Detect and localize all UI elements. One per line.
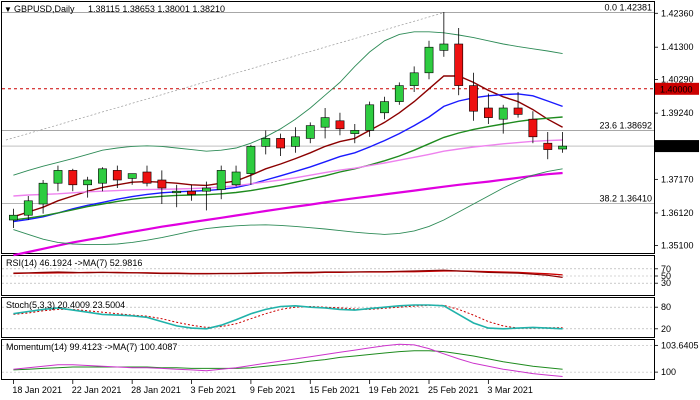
momentum-y-tick-label: 100 <box>661 367 676 377</box>
candle-body <box>23 200 33 216</box>
stoch-y-tick-label: 80 <box>661 302 671 312</box>
overlay-sma_magenta <box>13 171 563 257</box>
candle-body <box>454 43 464 86</box>
overlay-bollinger <box>13 31 563 176</box>
y-tick-label: 1.40290 <box>661 75 694 85</box>
stoch-title: Stoch(5,3,3) 20.4009 23.5004 <box>6 300 125 310</box>
rsi-line <box>13 269 563 278</box>
rsi-y-tick-label: 30 <box>661 278 671 288</box>
current-price-badge <box>655 140 699 153</box>
overlay-ema_mid <box>13 93 563 223</box>
rsi-y-tick-label: 70 <box>661 264 671 274</box>
candle-body <box>498 107 508 120</box>
y-tick-label: 1.35100 <box>661 241 694 251</box>
chart-header-arrow-icon[interactable]: ▼ <box>4 5 12 14</box>
candle-body <box>305 125 315 139</box>
overlay-sma_green <box>13 116 563 221</box>
candle-body <box>38 182 48 205</box>
candle-body <box>68 170 78 186</box>
candle-body <box>394 85 404 102</box>
candle-body <box>380 101 389 114</box>
x-tick-label: 25 Feb 2021 <box>428 385 479 395</box>
x-tick-label: 9 Feb 2021 <box>250 385 296 395</box>
candle-body <box>127 173 137 179</box>
y-tick-label: 1.39240 <box>661 108 694 118</box>
candle-body <box>469 85 478 112</box>
x-tick-label: 18 Jan 2021 <box>12 385 62 395</box>
level-1.40000-badge <box>655 82 699 95</box>
stoch-panel-frame <box>1 297 655 338</box>
stoch-main-line <box>13 304 563 330</box>
candle-body <box>216 170 226 190</box>
candle-body <box>202 187 211 192</box>
chart-symbol-timeframe: GBPUSD,Daily <box>14 4 75 14</box>
candle-body <box>558 145 567 150</box>
fib-level-label: 23.6 1.38692 <box>599 121 652 131</box>
momentum-panel-frame <box>1 339 655 380</box>
momentum-y-tick-label: 103.6405 <box>661 340 699 350</box>
x-tick-label: 3 Feb 2021 <box>191 385 237 395</box>
momentum-line <box>13 343 563 377</box>
y-tick-label: 1.42360 <box>661 8 694 18</box>
candle-body <box>335 120 345 130</box>
candle-body <box>424 46 434 74</box>
candle-body <box>528 118 538 138</box>
candle-body <box>246 146 256 174</box>
candle-body <box>83 179 92 186</box>
rsi-title: RSI(14) 46.1924 ->MA(7) 52.9816 <box>6 258 142 268</box>
candle-body <box>142 171 152 184</box>
rsi-panel-frame <box>1 255 655 296</box>
candle-body <box>157 179 167 189</box>
candle-body <box>290 136 300 147</box>
overlay-bollinger <box>13 168 563 246</box>
y-tick-label: 1.36120 <box>661 208 694 218</box>
candle-body <box>98 168 107 184</box>
candle-body <box>409 72 419 86</box>
candle-body <box>320 117 330 128</box>
candle-body <box>365 104 375 131</box>
rsi-y-tick-label: 50 <box>661 271 671 281</box>
candle-body <box>53 170 63 184</box>
stoch-y-tick-label: 20 <box>661 324 671 334</box>
candle-body <box>112 170 122 181</box>
x-tick-label: 28 Jan 2021 <box>131 385 181 395</box>
x-tick-label: 19 Feb 2021 <box>369 385 420 395</box>
candle-body <box>9 214 18 221</box>
x-tick-label: 22 Jan 2021 <box>72 385 122 395</box>
current-price-label: 1.38210 <box>660 142 693 152</box>
candle-body <box>483 107 493 118</box>
x-tick-label: 15 Feb 2021 <box>309 385 360 395</box>
y-tick-label: 1.41300 <box>661 42 694 52</box>
momentum-title: Momentum(14) 99.4123 ->MA(7) 100.4087 <box>6 342 177 352</box>
x-tick-label: 3 Mar 2021 <box>487 385 533 395</box>
momentum-ma-line <box>13 350 563 371</box>
overlay-ema_fast <box>13 75 563 218</box>
chart-ohlc-values: 1.38115 1.38653 1.38001 1.38210 <box>88 4 225 14</box>
candle-body <box>172 190 182 194</box>
candle-body <box>231 171 241 186</box>
candle-body <box>350 130 360 134</box>
fib-level-label: 0.0 1.42381 <box>604 3 652 13</box>
y-tick-label: 1.37170 <box>661 174 694 184</box>
main-panel-frame <box>1 1 655 254</box>
fib-level-label: 38.2 1.36410 <box>599 194 652 204</box>
level-1.40000-label: 1.40000 <box>660 84 693 94</box>
candle-body <box>439 43 449 51</box>
candle-body <box>187 190 196 195</box>
overlay-sma_pink <box>13 139 563 197</box>
candle-body <box>276 138 285 149</box>
candle-body <box>261 138 271 147</box>
candle-body <box>513 107 523 115</box>
candle-body <box>543 142 553 150</box>
stoch-signal-line <box>13 304 563 329</box>
trendline <box>5 12 444 141</box>
